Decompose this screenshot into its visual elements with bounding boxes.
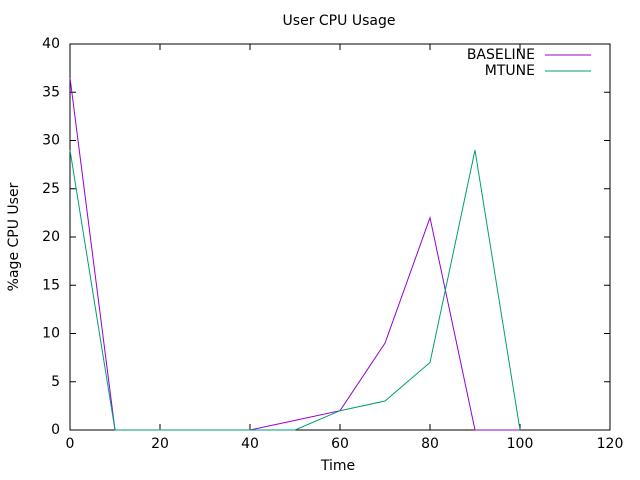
x-tick-label: 120 — [597, 436, 624, 452]
series-line — [69, 150, 521, 431]
x-tick-label: 80 — [421, 436, 439, 452]
y-tick-label: 10 — [42, 326, 60, 342]
y-tick-label: 30 — [42, 133, 60, 149]
x-tick-label: 100 — [507, 436, 534, 452]
x-axis-label: Time — [320, 458, 355, 474]
y-tick-label: 25 — [42, 181, 60, 197]
x-tick-label: 40 — [241, 436, 259, 452]
y-tick-label: 5 — [51, 374, 60, 390]
x-tick-label: 20 — [151, 436, 169, 452]
y-tick-label: 40 — [42, 36, 60, 52]
x-tick-label: 0 — [66, 436, 75, 452]
legend-label: BASELINE — [467, 47, 535, 63]
legend-label: MTUNE — [485, 63, 535, 79]
y-tick-label: 15 — [42, 277, 60, 293]
plot-border — [69, 43, 611, 431]
y-tick-label: 35 — [42, 84, 60, 100]
y-tick-label: 0 — [51, 422, 60, 438]
chart-title: User CPU Usage — [283, 13, 396, 29]
y-tick-label: 20 — [42, 229, 60, 245]
x-tick-label: 60 — [331, 436, 349, 452]
y-axis-label: %age CPU User — [6, 182, 22, 291]
series-line — [69, 77, 520, 431]
